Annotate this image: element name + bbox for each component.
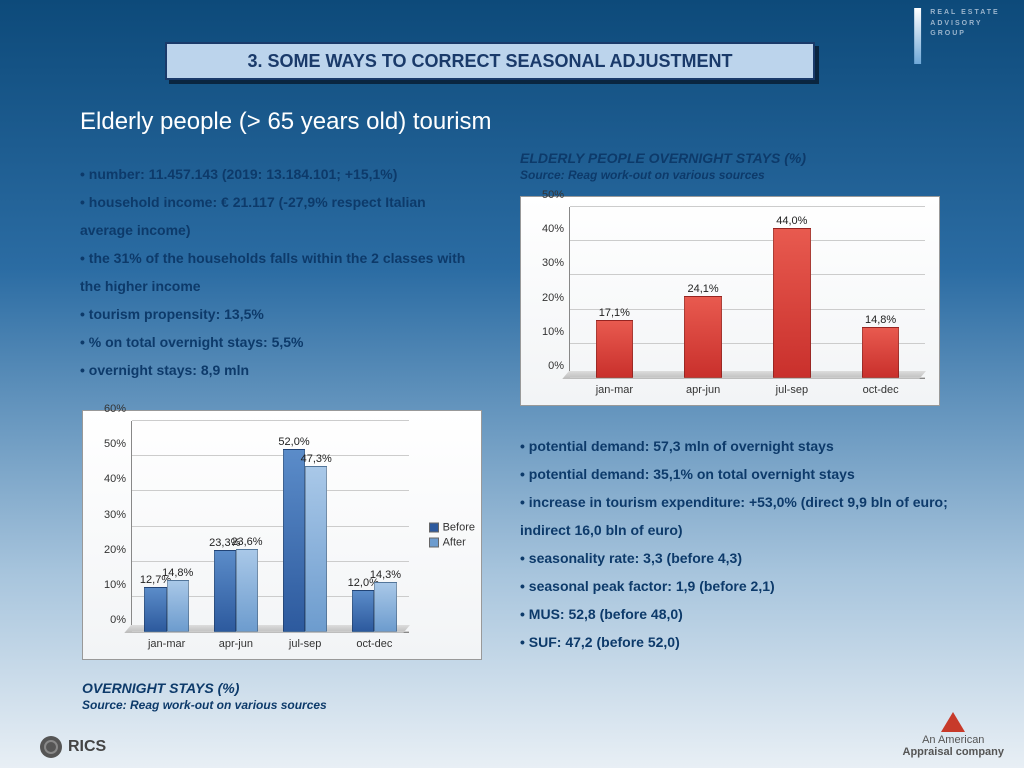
bullet-item: SUF: 47,2 (before 52,0) [520, 628, 960, 656]
bullet-item: the 31% of the households falls within t… [80, 244, 480, 300]
bullet-list-right: potential demand: 57,3 mln of overnight … [520, 432, 960, 656]
triangle-icon [941, 712, 965, 732]
rics-text: RICS [68, 738, 106, 756]
bullet-item: seasonal peak factor: 1,9 (before 2,1) [520, 572, 960, 600]
subtitle: Elderly people (> 65 years old) tourism [80, 108, 492, 136]
bar: 14,3% [374, 582, 396, 632]
bullet-list-left: number: 11.457.143 (2019: 13.184.101; +1… [80, 160, 480, 384]
bullet-item: potential demand: 35,1% on total overnig… [520, 460, 960, 488]
bar: 12,0% [352, 590, 374, 632]
bar: 23,3% [214, 550, 236, 632]
bar: 47,3% [305, 466, 327, 632]
chart1-source: Source: Reag work-out on various sources [520, 168, 806, 182]
bullet-item: number: 11.457.143 (2019: 13.184.101; +1… [80, 160, 480, 188]
logo-text: REAL ESTATE ADVISORY GROUP [930, 8, 1014, 68]
bullet-item: increase in tourism expenditure: +53,0% … [520, 488, 960, 544]
chart1-header: ELDERLY PEOPLE OVERNIGHT STAYS (%) Sourc… [520, 150, 806, 182]
bullet-item: tourism propensity: 13,5% [80, 300, 480, 328]
chart2-source: Source: Reag work-out on various sources [82, 698, 327, 712]
bar: 23,6% [236, 549, 258, 632]
slide-title-banner: 3. SOME WAYS TO CORRECT SEASONAL ADJUSTM… [165, 42, 815, 80]
rics-logo: RICS [40, 736, 106, 758]
bullet-item: seasonality rate: 3,3 (before 4,3) [520, 544, 960, 572]
bullet-item: overnight stays: 8,9 mln [80, 356, 480, 384]
bullet-item: % on total overnight stays: 5,5% [80, 328, 480, 356]
logo-top-right: REAL ESTATE ADVISORY GROUP [909, 8, 1014, 68]
bar: 24,1% [684, 296, 721, 378]
chart-overnight-before-after: 0%10%20%30%40%50%60%12,7%14,8%jan-mar23,… [82, 410, 482, 660]
chart1-title: ELDERLY PEOPLE OVERNIGHT STAYS (%) [520, 150, 806, 166]
bullet-item: potential demand: 57,3 mln of overnight … [520, 432, 960, 460]
chart2-title: OVERNIGHT STAYS (%) [82, 680, 327, 696]
bullet-item: household income: € 21.117 (-27,9% respe… [80, 188, 480, 244]
bar: 12,7% [144, 587, 166, 632]
bullet-item: MUS: 52,8 (before 48,0) [520, 600, 960, 628]
chart-elderly-overnight: 0%10%20%30%40%50%17,1%jan-mar24,1%apr-ju… [520, 196, 940, 406]
chart2-legend: BeforeAfter [429, 519, 475, 552]
bar: 17,1% [596, 320, 633, 378]
bar: 14,8% [167, 580, 189, 632]
rics-icon [40, 736, 62, 758]
bar: 14,8% [862, 327, 899, 378]
bar: 44,0% [773, 228, 810, 378]
slide-title: 3. SOME WAYS TO CORRECT SEASONAL ADJUSTM… [247, 51, 732, 72]
chart2-header: OVERNIGHT STAYS (%) Source: Reag work-ou… [82, 680, 327, 712]
american-appraisal-logo: An American Appraisal company [903, 712, 1004, 758]
bar: 52,0% [283, 449, 305, 632]
